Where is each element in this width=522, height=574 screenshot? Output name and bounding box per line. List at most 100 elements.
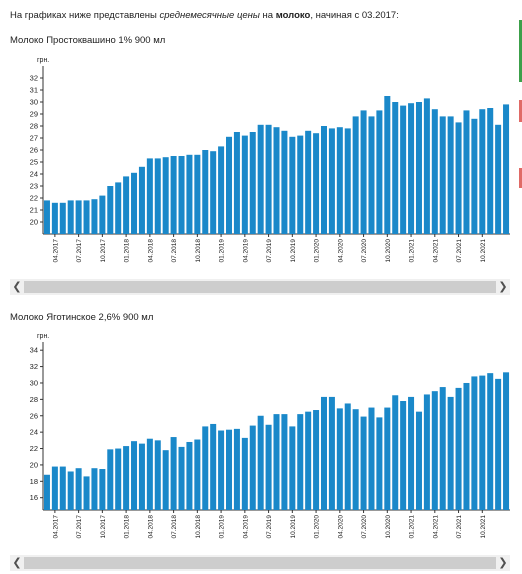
y-tick-label: 24 (30, 428, 38, 437)
y-tick-label: 18 (30, 477, 38, 486)
intro-emphasis: среднемесячные цены (159, 10, 260, 21)
bar-07.2019 (265, 124, 272, 234)
x-tick-label: 04.2021 (432, 515, 439, 539)
x-tick-label: 10.2017 (100, 239, 107, 263)
bar-05.2017 (59, 466, 66, 510)
bar-05.2018 (154, 440, 161, 510)
bar-03.2019 (233, 132, 240, 234)
bar-03.2021 (423, 98, 430, 235)
bar-12.2018 (210, 423, 217, 510)
bar-09.2021 (471, 376, 478, 510)
bar-04.2018 (146, 158, 153, 234)
x-tick-label: 01.2019 (219, 515, 226, 539)
y-tick-label: 26 (30, 411, 38, 420)
bar-02.2021 (415, 411, 422, 510)
bar-02.2020 (320, 126, 327, 234)
chevron-left-icon[interactable]: ❮ (12, 557, 22, 569)
bar-06.2017 (67, 471, 74, 510)
bar-08.2021 (463, 382, 470, 510)
chart-1-scrollbar[interactable]: ❮ ❯ (10, 279, 510, 295)
x-tick-label: 07.2019 (266, 515, 273, 539)
bar-10.2019 (289, 136, 296, 234)
bar-10.2021 (479, 375, 486, 510)
bar-07.2018 (170, 437, 177, 510)
bar-06.2019 (257, 415, 264, 510)
bar-11.2021 (487, 373, 494, 510)
x-tick-label: 10.2019 (290, 515, 297, 539)
x-tick-label: 10.2020 (385, 239, 392, 263)
bar-12.2019 (305, 411, 312, 510)
x-tick-label: 01.2018 (124, 515, 131, 539)
intro-part2: на (259, 10, 276, 21)
bar-10.2017 (99, 195, 106, 234)
bar-01.2020 (313, 410, 320, 510)
bar-04.2021 (431, 391, 438, 510)
bar-03.2020 (328, 396, 335, 510)
y-tick-label: 30 (30, 98, 38, 107)
y-tick-label: 30 (30, 378, 38, 387)
bar-06.2020 (352, 116, 359, 234)
scrollbar-thumb[interactable] (24, 281, 496, 293)
y-tick-label: 28 (30, 122, 38, 131)
bar-06.2019 (257, 124, 264, 234)
bar-03.2017 (43, 474, 50, 510)
x-tick-label: 07.2017 (76, 515, 83, 539)
bar-01.2019 (218, 146, 225, 234)
y-axis-label: грн. (37, 57, 49, 64)
scrollbar-thumb[interactable] (24, 557, 496, 569)
bar-02.2021 (415, 102, 422, 234)
bar-05.2020 (344, 128, 351, 234)
bar-02.2018 (131, 441, 138, 510)
x-tick-label: 10.2018 (195, 515, 202, 539)
bar-09.2021 (471, 118, 478, 234)
x-tick-label: 01.2021 (409, 239, 416, 263)
bar-11.2020 (392, 102, 399, 234)
bar-08.2018 (178, 156, 185, 234)
chart-2-scrollbar[interactable]: ❮ ❯ (10, 555, 510, 571)
y-tick-label: 24 (30, 170, 38, 179)
y-tick-label: 31 (30, 86, 38, 95)
y-tick-label: 26 (30, 146, 38, 155)
bar-03.2018 (138, 443, 145, 510)
x-tick-label: 04.2020 (337, 239, 344, 263)
bar-02.2019 (226, 136, 233, 234)
bar-10.2020 (384, 407, 391, 510)
bar-06.2018 (162, 450, 169, 510)
y-tick-label: 21 (30, 206, 38, 215)
chevron-right-icon[interactable]: ❯ (498, 557, 508, 569)
chevron-right-icon[interactable]: ❯ (498, 281, 508, 293)
y-tick-label: 28 (30, 395, 38, 404)
edge-indicator-red (519, 100, 522, 122)
bar-05.2019 (249, 132, 256, 234)
bar-08.2021 (463, 110, 470, 234)
bar-11.2018 (202, 426, 209, 510)
bar-09.2017 (91, 199, 98, 234)
bar-07.2018 (170, 156, 177, 234)
x-tick-label: 07.2021 (456, 515, 463, 539)
x-tick-label: 07.2017 (76, 239, 83, 263)
x-tick-label: 04.2017 (52, 239, 59, 263)
bar-05.2021 (439, 387, 446, 510)
bar-09.2017 (91, 468, 98, 510)
y-tick-label: 27 (30, 134, 38, 143)
bar-08.2020 (368, 116, 375, 234)
bar-06.2020 (352, 409, 359, 510)
bar-05.2019 (249, 425, 256, 510)
intro-text: На графиках ниже представлены среднемеся… (10, 10, 510, 22)
bar-06.2021 (447, 116, 454, 234)
y-tick-label: 22 (30, 444, 38, 453)
chevron-left-icon[interactable]: ❮ (12, 281, 22, 293)
bar-undefined (503, 104, 510, 235)
bar-01.2019 (218, 430, 225, 510)
x-tick-label: 04.2019 (242, 515, 249, 539)
x-tick-label: 04.2018 (147, 515, 154, 539)
y-tick-label: 20 (30, 460, 38, 469)
bar-12.2017 (115, 448, 122, 510)
x-tick-label: 10.2021 (480, 515, 487, 539)
bar-09.2020 (376, 417, 383, 510)
x-tick-label: 07.2020 (361, 515, 368, 539)
edge-indicator-green (519, 20, 522, 82)
y-tick-label: 32 (30, 362, 38, 371)
chart-1-prostokvashino: грн. 20 21 22 23 24 25 26 27 28 29 30 31 32 04.2017 07.… (30, 57, 510, 263)
bar-05.2020 (344, 403, 351, 510)
